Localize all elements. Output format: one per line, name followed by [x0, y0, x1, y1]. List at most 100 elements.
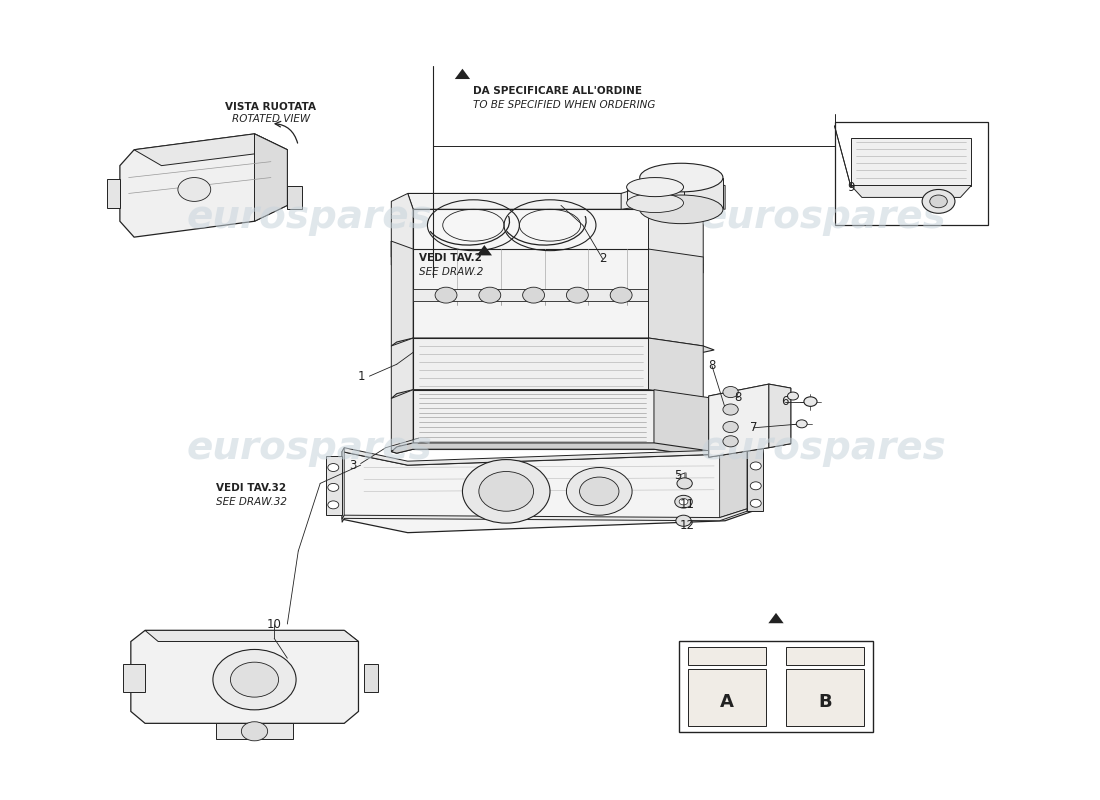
Polygon shape	[287, 186, 301, 210]
Circle shape	[566, 467, 632, 515]
Polygon shape	[217, 723, 293, 739]
Text: 7: 7	[750, 422, 757, 434]
Circle shape	[674, 495, 692, 508]
Text: TO BE SPECIFIED WHEN ORDERING: TO BE SPECIFIED WHEN ORDERING	[473, 100, 656, 110]
Text: eurospares: eurospares	[186, 429, 432, 466]
Polygon shape	[145, 630, 359, 642]
Polygon shape	[747, 444, 763, 511]
Text: SEE DRAW.2: SEE DRAW.2	[419, 266, 483, 277]
Polygon shape	[640, 178, 723, 210]
Polygon shape	[123, 664, 145, 691]
Circle shape	[679, 498, 688, 505]
Text: 1: 1	[358, 370, 365, 382]
Bar	[688, 647, 766, 665]
Bar	[688, 669, 766, 726]
Polygon shape	[414, 249, 649, 344]
Text: 8: 8	[708, 359, 716, 372]
Circle shape	[796, 420, 807, 428]
Polygon shape	[649, 249, 703, 352]
Circle shape	[676, 478, 692, 489]
Polygon shape	[454, 69, 470, 79]
Polygon shape	[326, 456, 342, 515]
Circle shape	[788, 392, 799, 400]
Text: ROTATED VIEW: ROTATED VIEW	[232, 114, 310, 124]
Circle shape	[723, 404, 738, 415]
Polygon shape	[392, 338, 414, 400]
Polygon shape	[392, 338, 714, 352]
Text: 9: 9	[847, 181, 855, 194]
Circle shape	[723, 422, 738, 433]
Polygon shape	[768, 613, 783, 623]
Circle shape	[230, 662, 278, 697]
Circle shape	[723, 386, 738, 398]
Circle shape	[580, 477, 619, 506]
Polygon shape	[392, 241, 703, 273]
Circle shape	[750, 462, 761, 470]
Polygon shape	[392, 443, 719, 457]
Text: eurospares: eurospares	[701, 429, 946, 466]
Polygon shape	[769, 384, 791, 448]
Polygon shape	[708, 384, 769, 457]
Text: 8: 8	[735, 391, 741, 404]
Polygon shape	[254, 134, 287, 222]
Polygon shape	[392, 241, 414, 348]
Text: 3: 3	[350, 458, 356, 472]
Polygon shape	[649, 338, 703, 404]
Circle shape	[804, 397, 817, 406]
Circle shape	[436, 287, 456, 303]
Circle shape	[723, 436, 738, 447]
Text: 10: 10	[267, 618, 282, 630]
Polygon shape	[120, 134, 287, 237]
Circle shape	[566, 287, 588, 303]
Circle shape	[930, 195, 947, 208]
Polygon shape	[131, 630, 359, 723]
Text: 5: 5	[674, 469, 682, 482]
Bar	[786, 647, 865, 665]
Polygon shape	[649, 210, 703, 265]
Text: VEDI TAV.2: VEDI TAV.2	[419, 253, 482, 263]
Text: SEE DRAW.32: SEE DRAW.32	[217, 497, 287, 507]
Text: eurospares: eurospares	[186, 198, 432, 236]
Circle shape	[328, 501, 339, 509]
Circle shape	[750, 482, 761, 490]
Text: DA SPECIFICARE ALL'ORDINE: DA SPECIFICARE ALL'ORDINE	[473, 86, 642, 96]
Polygon shape	[134, 134, 287, 166]
Circle shape	[922, 190, 955, 214]
Polygon shape	[414, 289, 649, 301]
Circle shape	[522, 287, 544, 303]
Polygon shape	[654, 390, 708, 457]
Polygon shape	[408, 194, 719, 218]
Circle shape	[462, 459, 550, 523]
Polygon shape	[392, 390, 414, 454]
Circle shape	[178, 178, 211, 202]
Polygon shape	[851, 186, 971, 198]
Polygon shape	[342, 442, 752, 465]
Polygon shape	[708, 384, 791, 457]
Polygon shape	[414, 338, 649, 396]
Text: A: A	[719, 693, 734, 711]
Text: VEDI TAV.32: VEDI TAV.32	[217, 483, 286, 494]
Bar	[786, 669, 865, 726]
Polygon shape	[621, 178, 725, 210]
Ellipse shape	[627, 194, 683, 213]
Polygon shape	[364, 664, 378, 691]
Polygon shape	[476, 245, 492, 255]
Text: 11: 11	[680, 498, 694, 511]
Polygon shape	[414, 210, 649, 257]
Text: VISTA RUOTATA: VISTA RUOTATA	[226, 102, 317, 112]
Circle shape	[750, 499, 761, 507]
Circle shape	[675, 515, 691, 526]
Circle shape	[328, 463, 339, 471]
Polygon shape	[414, 390, 654, 450]
Polygon shape	[719, 442, 747, 518]
Ellipse shape	[640, 195, 723, 224]
Circle shape	[478, 287, 500, 303]
Text: B: B	[818, 693, 832, 711]
Polygon shape	[342, 448, 344, 519]
Polygon shape	[342, 509, 747, 522]
Ellipse shape	[640, 163, 723, 192]
Ellipse shape	[627, 178, 683, 197]
Polygon shape	[107, 179, 120, 208]
Bar	[679, 641, 873, 732]
Text: eurospares: eurospares	[701, 198, 946, 236]
